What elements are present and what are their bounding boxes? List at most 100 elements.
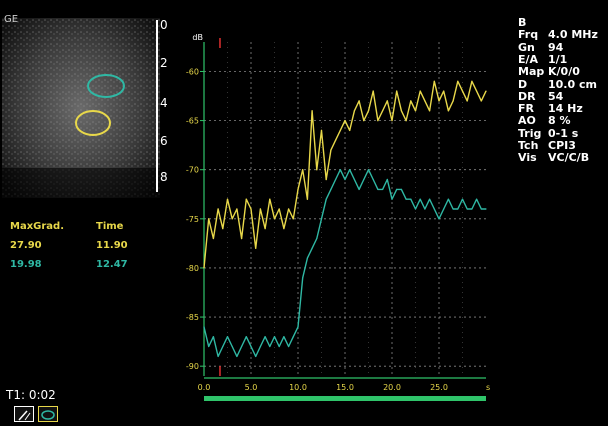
series-point-1 <box>302 277 303 278</box>
series-point-1 <box>462 199 463 200</box>
param-row-frq: Frq 4.0 MHz <box>518 28 598 41</box>
series-point-1 <box>297 326 298 327</box>
series-point-1 <box>260 346 261 347</box>
x-tick-label: 5.0 <box>245 383 258 392</box>
series-point-1 <box>349 169 350 170</box>
param-row-map: Map K/0/0 <box>518 65 580 78</box>
series-point-0 <box>283 228 284 229</box>
series-point-0 <box>349 130 350 131</box>
series-point-0 <box>293 218 294 219</box>
series-point-1 <box>208 346 209 347</box>
depth-tick-4: 4 <box>160 96 168 110</box>
param-value: VC/C/B <box>548 151 589 164</box>
param-value: 1/1 <box>548 53 567 66</box>
series-point-0 <box>457 81 458 82</box>
y-axis-label: dB <box>192 33 203 42</box>
series-point-0 <box>401 110 402 111</box>
depth-tick-6: 6 <box>160 134 168 148</box>
series-point-1 <box>401 189 402 190</box>
param-row-b: B <box>518 16 548 29</box>
series-point-0 <box>396 91 397 92</box>
series-point-0 <box>443 91 444 92</box>
series-point-0 <box>406 120 407 121</box>
param-key: Map <box>518 65 548 78</box>
param-value: 54 <box>548 90 563 103</box>
series-point-1 <box>368 169 369 170</box>
param-row-dr: DR 54 <box>518 90 563 103</box>
series-point-0 <box>279 208 280 209</box>
series-point-0 <box>208 218 209 219</box>
series-point-0 <box>335 140 336 141</box>
series-point-1 <box>232 346 233 347</box>
series-point-1 <box>250 346 251 347</box>
x-axis-label: s <box>486 383 490 392</box>
series-point-1 <box>213 336 214 337</box>
series-point-1 <box>321 218 322 219</box>
series-point-0 <box>387 100 388 101</box>
series-point-1 <box>203 326 204 327</box>
bmode-svg <box>2 18 160 198</box>
series-point-0 <box>481 100 482 101</box>
param-key: Frq <box>518 28 548 41</box>
series-point-1 <box>222 346 223 347</box>
series-point-1 <box>420 199 421 200</box>
maxgrad-value-1: 27.90 <box>10 240 42 251</box>
series-point-1 <box>382 189 383 190</box>
series-point-0 <box>377 120 378 121</box>
series-point-0 <box>429 110 430 111</box>
param-row-tch: Tch CPI3 <box>518 139 576 152</box>
series-point-0 <box>241 238 242 239</box>
series-point-0 <box>236 208 237 209</box>
series-point-1 <box>453 208 454 209</box>
series-point-1 <box>316 238 317 239</box>
series-point-0 <box>255 248 256 249</box>
series-point-0 <box>321 130 322 131</box>
series-point-1 <box>288 346 289 347</box>
x-tick-label: 15.0 <box>336 383 354 392</box>
series-point-0 <box>330 150 331 151</box>
y-tick-label: -80 <box>186 264 199 273</box>
pencil-icon[interactable] <box>14 406 34 422</box>
bmode-image <box>2 18 160 198</box>
series-point-1 <box>373 179 374 180</box>
series-point-0 <box>265 228 266 229</box>
chart-labels: -60 -65 -70 -75 -80 -85 -90 0.0 5.0 10.0 15.0 20.0 2… <box>186 33 490 392</box>
time-value-2: 12.47 <box>96 259 128 270</box>
series-point-1 <box>424 208 425 209</box>
timeline-bar <box>204 396 486 401</box>
series-point-1 <box>377 189 378 190</box>
series-point-1 <box>391 199 392 200</box>
series-point-0 <box>453 100 454 101</box>
y-tick-label: -65 <box>186 117 199 126</box>
y-tick-label: -85 <box>186 313 199 322</box>
param-row-ao: AO 8 % <box>518 114 571 127</box>
x-tick-label: 25.0 <box>430 383 448 392</box>
series-point-0 <box>288 208 289 209</box>
series-point-0 <box>213 238 214 239</box>
series-point-0 <box>485 91 486 92</box>
ellipse-roi-icon[interactable] <box>38 406 58 422</box>
series-point-0 <box>218 208 219 209</box>
series-point-1 <box>396 189 397 190</box>
series-point-1 <box>406 199 407 200</box>
series-point-0 <box>297 189 298 190</box>
param-value: 14 Hz <box>548 102 583 115</box>
param-value: 4.0 MHz <box>548 28 598 41</box>
series-point-1 <box>481 208 482 209</box>
series-point-1 <box>359 189 360 190</box>
series-point-0 <box>302 169 303 170</box>
param-row-fr: FR 14 Hz <box>518 102 583 115</box>
series-point-1 <box>434 208 435 209</box>
param-key: Trig <box>518 127 548 140</box>
param-key: Gn <box>518 41 548 54</box>
param-value: CPI3 <box>548 139 576 152</box>
series-point-1 <box>344 179 345 180</box>
series-point-1 <box>269 346 270 347</box>
series-point-1 <box>457 208 458 209</box>
series-point-1 <box>448 199 449 200</box>
depth-tick-0: 0 <box>160 18 168 32</box>
x-tick-label: 0.0 <box>198 383 211 392</box>
series-point-1 <box>335 179 336 180</box>
param-key: FR <box>518 102 548 115</box>
series-point-1 <box>218 356 219 357</box>
